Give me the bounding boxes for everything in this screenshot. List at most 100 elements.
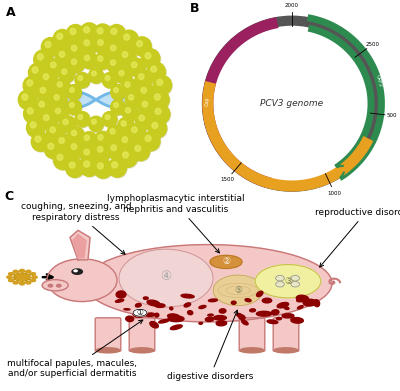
Circle shape [153,75,172,95]
Circle shape [80,157,98,176]
Circle shape [24,77,42,96]
Circle shape [54,79,70,95]
Circle shape [121,121,126,126]
Text: reproductive disorders: reproductive disorders [315,208,400,267]
Circle shape [67,100,82,116]
Circle shape [59,138,64,143]
Circle shape [97,28,103,34]
Circle shape [122,104,138,121]
Circle shape [72,59,77,65]
Circle shape [8,279,13,282]
Circle shape [122,52,128,57]
Circle shape [22,23,170,176]
Polygon shape [59,91,133,108]
Circle shape [41,38,60,57]
Circle shape [255,265,321,298]
Circle shape [50,62,56,68]
Circle shape [94,52,111,69]
Circle shape [118,117,134,134]
Circle shape [95,131,111,148]
Ellipse shape [239,315,245,320]
Circle shape [105,115,110,120]
Ellipse shape [291,275,300,281]
Circle shape [122,79,138,96]
Ellipse shape [274,348,298,353]
Circle shape [119,70,124,76]
Circle shape [135,145,141,151]
Circle shape [70,102,74,108]
Circle shape [22,94,28,100]
Circle shape [74,270,77,272]
Circle shape [103,73,118,89]
Circle shape [67,25,86,45]
Circle shape [108,25,126,45]
Ellipse shape [48,284,53,287]
Circle shape [68,42,85,60]
Ellipse shape [116,299,124,302]
Text: B: B [190,2,200,15]
Circle shape [36,98,53,116]
Circle shape [94,24,112,43]
Ellipse shape [168,314,179,319]
Ellipse shape [84,245,332,322]
Circle shape [202,16,382,191]
Circle shape [133,309,147,316]
Circle shape [139,98,156,116]
Circle shape [19,91,38,110]
Circle shape [31,273,36,275]
Circle shape [98,135,103,140]
Circle shape [44,139,63,158]
Circle shape [128,58,145,76]
Circle shape [103,112,118,128]
Ellipse shape [284,307,289,310]
Circle shape [45,140,63,159]
Circle shape [112,162,118,168]
Circle shape [34,51,53,70]
Circle shape [81,158,99,177]
Ellipse shape [296,295,309,302]
Circle shape [31,132,50,151]
Circle shape [138,84,155,102]
Ellipse shape [155,313,159,317]
Circle shape [108,141,125,159]
Circle shape [40,111,57,129]
Text: 2500: 2500 [366,42,380,47]
Circle shape [20,269,24,272]
Ellipse shape [116,291,126,298]
Circle shape [66,99,81,115]
Circle shape [132,142,150,161]
FancyBboxPatch shape [95,318,121,352]
Circle shape [98,39,103,45]
Circle shape [24,105,43,124]
Ellipse shape [250,309,256,312]
Circle shape [132,127,137,133]
Circle shape [136,71,153,89]
Circle shape [67,85,82,100]
Circle shape [129,124,146,142]
Circle shape [27,80,33,86]
Circle shape [52,105,68,122]
Circle shape [54,151,72,170]
Circle shape [116,68,133,84]
Circle shape [39,101,44,107]
Circle shape [98,146,103,152]
Circle shape [98,56,103,61]
Text: ⑤: ⑤ [234,286,242,295]
Circle shape [148,118,166,138]
Text: digestive disorders: digestive disorders [167,310,253,381]
Circle shape [31,279,36,282]
Circle shape [102,111,117,127]
Circle shape [48,143,54,149]
Ellipse shape [168,316,184,322]
Circle shape [34,50,52,69]
Circle shape [111,145,116,151]
Circle shape [152,91,170,110]
Text: lymphoplasmacytic interstitial
nephritis and vasculitis: lymphoplasmacytic interstitial nephritis… [107,194,245,253]
Circle shape [13,270,18,273]
Circle shape [122,79,138,95]
Circle shape [129,59,146,77]
Circle shape [81,52,98,69]
Circle shape [52,92,68,109]
Circle shape [120,30,138,49]
Text: ②: ② [222,257,230,266]
